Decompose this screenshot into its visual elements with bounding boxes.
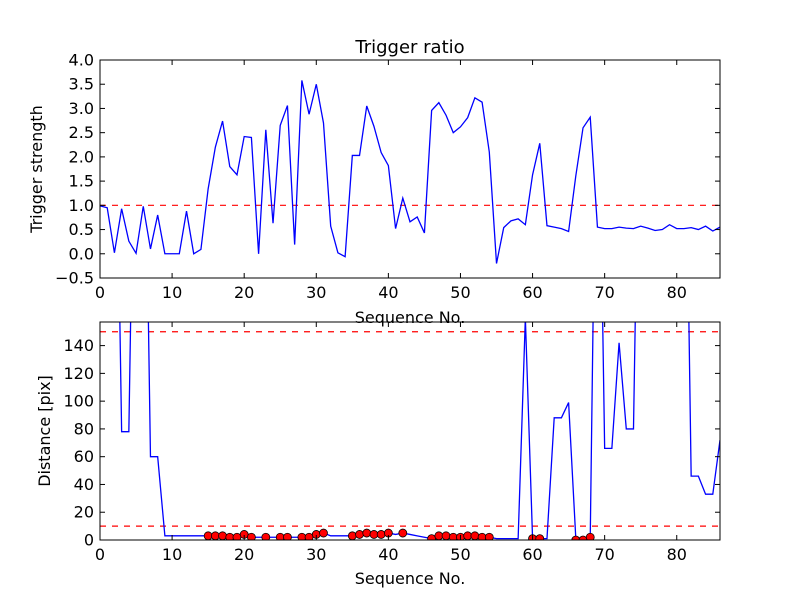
bottom-marker-point [434, 531, 444, 540]
bottom-marker-point [571, 535, 581, 540]
top-x-tick-label: 60 [522, 283, 542, 302]
top-y-tick-label: 4.0 [69, 51, 94, 70]
top-x-tick-label: 80 [667, 283, 687, 302]
bottom-marker-point [347, 531, 357, 540]
bottom-chart-xlabel: Sequence No. [355, 569, 466, 588]
top-x-tick-label: 40 [378, 283, 398, 302]
bottom-y-tick-label: 60 [74, 447, 94, 466]
bottom-marker-point [246, 532, 256, 540]
bottom-marker-point [261, 532, 271, 540]
bottom-x-tick-label: 10 [162, 545, 182, 564]
bottom-y-tick-label: 80 [74, 419, 94, 438]
bottom-series-line-0 [119, 322, 720, 540]
bottom-marker-point [484, 532, 494, 540]
top-x-tick-label: 70 [594, 283, 614, 302]
bottom-marker-point [369, 530, 379, 539]
top-series-line-0 [100, 80, 720, 264]
top-y-tick-label: 2.5 [69, 123, 94, 142]
bottom-marker-point [535, 534, 545, 540]
top-y-tick-label: 0.0 [69, 244, 94, 263]
top-y-tick-label: 0.5 [69, 220, 94, 239]
top-plot-area [100, 80, 720, 264]
bottom-y-tick-label: 40 [74, 475, 94, 494]
bottom-x-tick-label: 40 [378, 545, 398, 564]
bottom-x-tick-label: 0 [95, 545, 105, 564]
top-x-tick-label: 20 [234, 283, 254, 302]
top-x-tick-label: 0 [95, 283, 105, 302]
bottom-x-tick-label: 60 [522, 545, 542, 564]
top-y-tick-label: 3.0 [69, 99, 94, 118]
bottom-marker-point [210, 531, 220, 540]
bottom-marker-point [441, 531, 451, 540]
top-y-tick-label: −0.5 [55, 269, 94, 288]
bottom-y-tick-label: 140 [63, 336, 94, 355]
bottom-marker-point [463, 531, 473, 540]
bottom-marker-point [398, 528, 408, 538]
bottom-chart-ylabel: Distance [pix] [35, 375, 54, 487]
top-chart-ylabel: Trigger strength [27, 105, 46, 234]
bottom-marker-point [283, 532, 292, 540]
bottom-axes-frame [99, 321, 721, 541]
bottom-marker-point [470, 531, 480, 540]
bottom-x-tick-label: 70 [594, 545, 614, 564]
bottom-marker-point [376, 530, 386, 539]
top-x-tick-label: 30 [306, 283, 326, 302]
bottom-y-tick-label: 0 [84, 531, 94, 550]
top-x-tick-label: 50 [450, 283, 470, 302]
bottom-marker-point [203, 531, 213, 540]
bottom-marker-point [362, 528, 372, 538]
top-y-tick-label: 2.0 [69, 147, 94, 166]
top-x-tick-label: 10 [162, 283, 182, 302]
top-axes-frame [99, 59, 721, 279]
bottom-x-tick-label: 80 [667, 545, 687, 564]
bottom-y-tick-label: 120 [63, 364, 94, 383]
bottom-x-tick-label: 30 [306, 545, 326, 564]
top-y-tick-label: 1.0 [69, 196, 94, 215]
bottom-x-tick-label: 20 [234, 545, 254, 564]
bottom-marker-point [427, 534, 437, 540]
bottom-marker-point [319, 528, 328, 538]
bottom-marker-point [578, 535, 588, 540]
bottom-x-tick-label: 50 [450, 545, 470, 564]
top-y-tick-label: 1.5 [69, 172, 94, 191]
bottom-plot-area [100, 322, 720, 540]
top-y-tick-label: 3.5 [69, 75, 94, 94]
top-chart-xlabel: Sequence No. [355, 308, 466, 327]
bottom-y-tick-label: 100 [63, 392, 94, 411]
bottom-marker-point [585, 532, 595, 540]
top-chart-title: Trigger ratio [354, 37, 464, 58]
bottom-y-tick-label: 20 [74, 503, 94, 522]
bottom-marker-point [218, 531, 227, 540]
bottom-marker-point [355, 530, 364, 539]
